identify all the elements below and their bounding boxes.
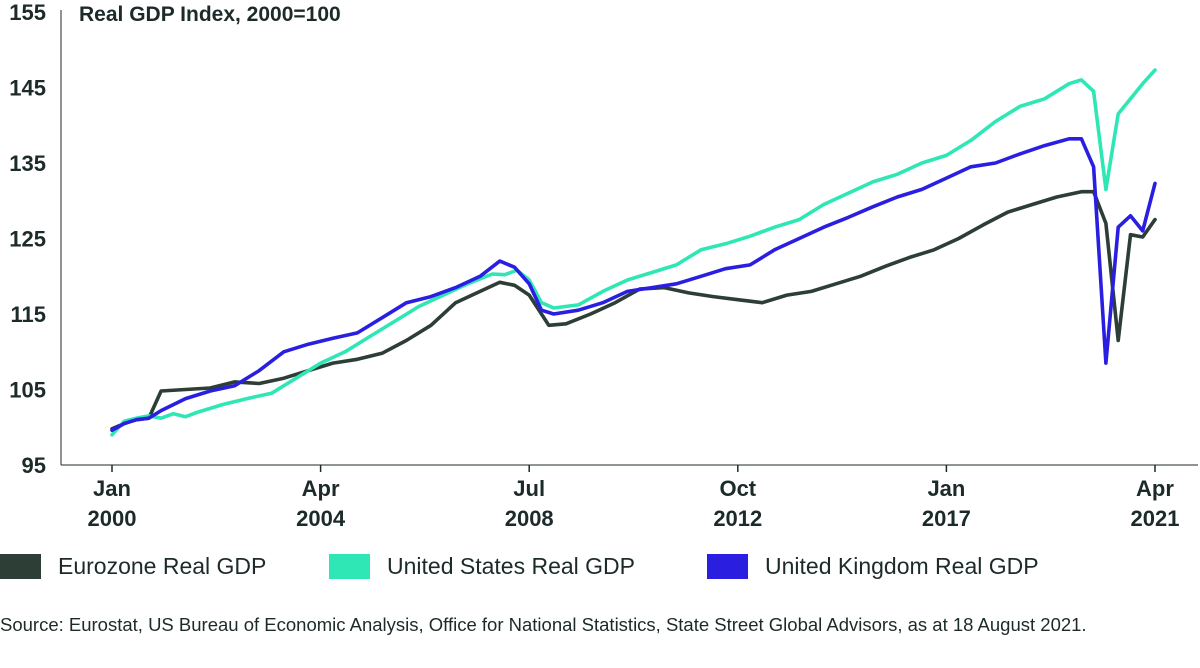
chart-title: Real GDP Index, 2000=100 — [79, 3, 341, 26]
series-lines — [110, 68, 1157, 437]
legend-item-eurozone: Eurozone Real GDP — [0, 553, 266, 580]
series-line-eurozone — [110, 189, 1157, 431]
series-line-united-states — [110, 68, 1157, 437]
y-tick-label: 155 — [9, 0, 46, 25]
x-tick-label-year: 2021 — [1131, 506, 1180, 531]
y-tick-label: 105 — [9, 378, 46, 403]
y-tick-label: 135 — [9, 151, 46, 176]
x-tick-label-year: 2017 — [922, 506, 971, 531]
legend-swatch-united-states — [329, 554, 370, 579]
x-tick-label-period: Apr — [1136, 476, 1174, 501]
legend-label-united-kingdom: United Kingdom Real GDP — [765, 553, 1039, 579]
legend-swatch-united-kingdom — [707, 554, 748, 579]
legend-label-eurozone: Eurozone Real GDP — [58, 553, 267, 579]
x-tick-label-period: Oct — [719, 476, 756, 501]
x-tick-label-year: 2004 — [296, 506, 346, 531]
x-axis-ticks: Jan 2000 Apr 2004 Jul 2008 Oct 2012 Jan 2017 Apr 20… — [88, 465, 1180, 531]
legend-label-united-states: United States Real GDP — [387, 553, 636, 579]
x-tick-label-period: Jan — [927, 476, 965, 501]
x-tick-label-period: Jan — [93, 476, 131, 501]
legend-item-united-states: United States Real GDP — [329, 553, 635, 580]
y-tick-label: 145 — [9, 76, 46, 101]
x-tick-label-period: Apr — [302, 476, 340, 501]
legend-swatch-eurozone — [0, 554, 41, 579]
series-line-united-kingdom — [110, 137, 1157, 433]
y-axis-ticks: 95 105 115 125 135 145 155 — [9, 0, 46, 478]
y-tick-label: 125 — [9, 227, 46, 252]
source-note: Source: Eurostat, US Bureau of Economic … — [0, 614, 1087, 635]
x-tick-label-period: Jul — [513, 476, 545, 501]
legend-item-united-kingdom: United Kingdom Real GDP — [707, 553, 1039, 580]
y-tick-label: 95 — [22, 453, 46, 478]
x-tick-label-year: 2008 — [505, 506, 554, 531]
legend: Eurozone Real GDP United States Real GDP… — [0, 553, 1200, 589]
x-tick-label-year: 2000 — [88, 506, 137, 531]
chart: Real GDP Index, 2000=100 95 105 115 125 135 1… — [9, 0, 1198, 531]
x-tick-label-year: 2012 — [713, 506, 762, 531]
y-tick-label: 115 — [11, 302, 47, 327]
